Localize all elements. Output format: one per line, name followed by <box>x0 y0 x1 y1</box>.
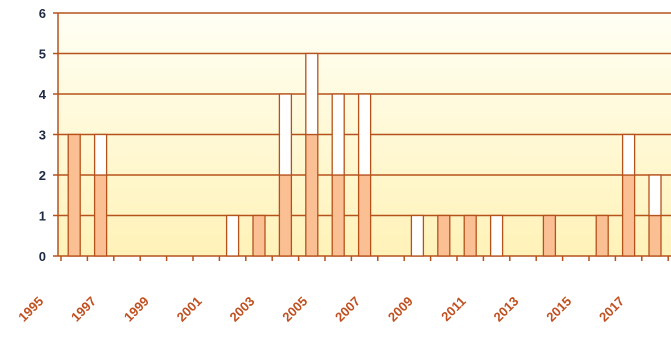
y-tick-label: 5 <box>39 47 46 62</box>
bar-segment <box>93 133 108 176</box>
bar-segment <box>67 133 81 257</box>
y-tick-label: 1 <box>39 209 46 224</box>
bar-segment <box>278 174 293 257</box>
y-tick-label: 2 <box>39 168 46 183</box>
x-tick-label: 2009 <box>385 294 416 325</box>
y-tick-label: 3 <box>39 128 46 143</box>
x-tick-label: 2001 <box>174 294 205 325</box>
bar-segment <box>542 214 557 257</box>
x-tick-label: 1995 <box>15 294 46 325</box>
bar-segment <box>437 214 451 257</box>
bar-segment <box>357 93 372 176</box>
bar-segment <box>252 214 266 257</box>
x-tick-label: 2013 <box>490 294 521 325</box>
y-tick-label: 0 <box>39 249 46 264</box>
bar-segment <box>357 174 372 257</box>
bar-segment <box>621 133 636 176</box>
x-tick-label: 2015 <box>543 294 574 325</box>
bar-segment <box>305 52 319 136</box>
x-tick-label: 1997 <box>68 294 99 325</box>
bar-segment <box>463 214 477 257</box>
x-tick-label: 2011 <box>438 294 469 325</box>
bar-segment <box>621 174 636 257</box>
bar-segment <box>225 214 240 257</box>
x-tick-label: 2005 <box>279 294 310 325</box>
bar-segment <box>489 214 504 257</box>
bar-segment <box>93 174 108 257</box>
x-tick-label: 1999 <box>121 294 152 325</box>
x-tick-label: 2017 <box>596 294 627 325</box>
bar-segment <box>331 93 345 176</box>
bar-segment <box>331 174 345 257</box>
x-tick-label: 2003 <box>226 294 257 325</box>
bar-segment <box>278 93 293 176</box>
bar-segment <box>595 214 609 257</box>
bar-segment <box>305 133 319 257</box>
bar-segment <box>648 174 662 217</box>
bar-segment <box>648 214 662 257</box>
y-tick-label: 6 <box>39 6 46 21</box>
x-tick-label: 2007 <box>332 294 363 325</box>
y-tick-label: 4 <box>39 87 47 102</box>
bar-segment <box>410 214 425 257</box>
